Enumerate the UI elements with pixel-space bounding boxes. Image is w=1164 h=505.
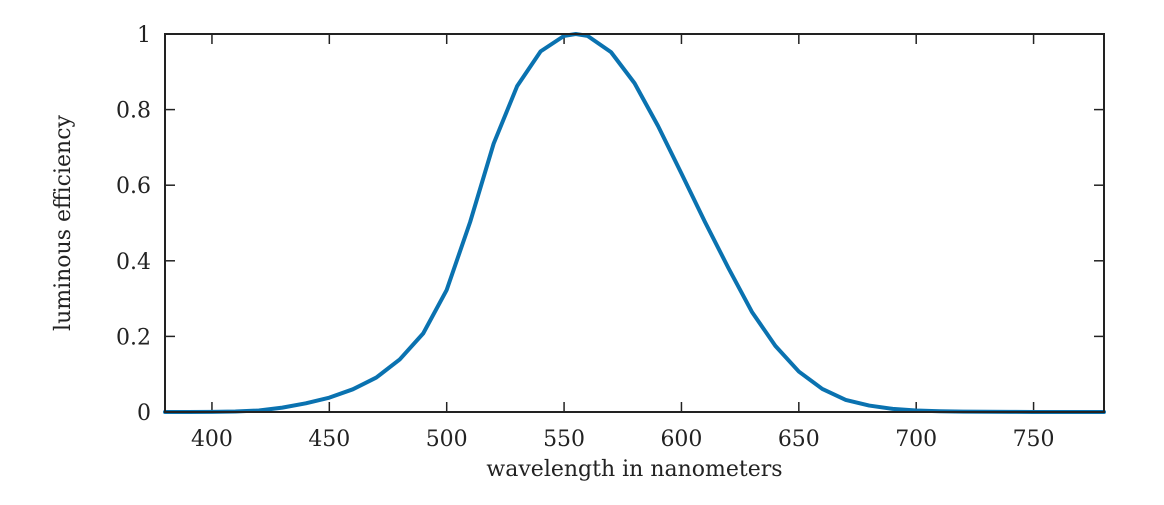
x-tick-label: 700 — [895, 427, 937, 452]
y-tick-label: 0.8 — [116, 99, 151, 124]
series-layer — [163, 32, 1106, 414]
x-axis-label: wavelength in nanometers — [486, 457, 782, 482]
x-tick-label: 450 — [308, 427, 350, 452]
y-tick-label: 0.2 — [116, 325, 151, 350]
plot-frame — [164, 33, 1105, 413]
x-tick-label: 400 — [191, 427, 233, 452]
y-ticks: 0 0.2 0.4 0.6 0.8 1 — [116, 23, 1104, 426]
x-tick-label: 500 — [426, 427, 468, 452]
y-tick-label: 0.4 — [116, 250, 151, 275]
x-tick-label: 550 — [543, 427, 585, 452]
y-tick-label: 0 — [137, 401, 151, 426]
y-tick-label: 0.6 — [116, 174, 151, 199]
y-axis-label: luminous efficiency — [51, 114, 76, 331]
x-ticks: 400 450 500 550 600 650 700 750 — [191, 34, 1055, 452]
x-tick-label: 650 — [778, 427, 820, 452]
y-tick-label: 1 — [137, 23, 151, 48]
x-tick-label: 600 — [660, 427, 702, 452]
series-line-luminous-efficiency — [163, 32, 1106, 414]
x-tick-label: 750 — [1013, 427, 1055, 452]
